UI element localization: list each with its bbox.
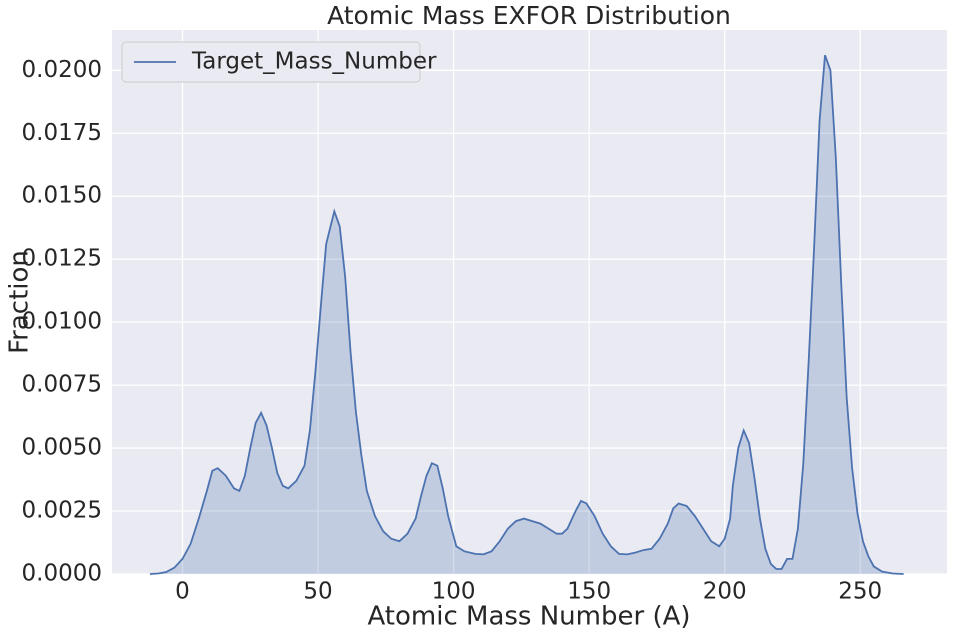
y-tick-label: 0.0125	[22, 246, 102, 272]
x-tick-label: 250	[838, 579, 882, 605]
y-axis-label: Fraction	[5, 250, 35, 354]
y-tick-label: 0.0100	[22, 309, 102, 335]
x-tick-label: 0	[175, 579, 190, 605]
line	[149, 54, 904, 575]
x-tick-label: 100	[432, 579, 476, 605]
area-fill	[149, 55, 904, 575]
chart-title: Atomic Mass EXFOR Distribution	[327, 1, 731, 30]
x-tick-label: 200	[703, 579, 747, 605]
legend-label: Target_Mass_Number	[191, 49, 437, 75]
y-tick-label: 0.0050	[22, 435, 102, 461]
y-tick-label: 0.0075	[22, 372, 102, 398]
y-tick-label: 0.0150	[22, 183, 102, 209]
x-tick-label: 50	[303, 579, 332, 605]
y-tick-label: 0.0175	[22, 120, 102, 146]
x-tick-label: 150	[567, 579, 611, 605]
legend-box	[121, 41, 421, 83]
y-tick-label: 0.0025	[22, 498, 102, 524]
y-tick-label: 0.0200	[22, 57, 102, 83]
plot-background	[112, 30, 947, 574]
x-axis-label: Atomic Mass Number (A)	[367, 602, 690, 632]
y-tick-label: 0.0000	[22, 561, 102, 587]
